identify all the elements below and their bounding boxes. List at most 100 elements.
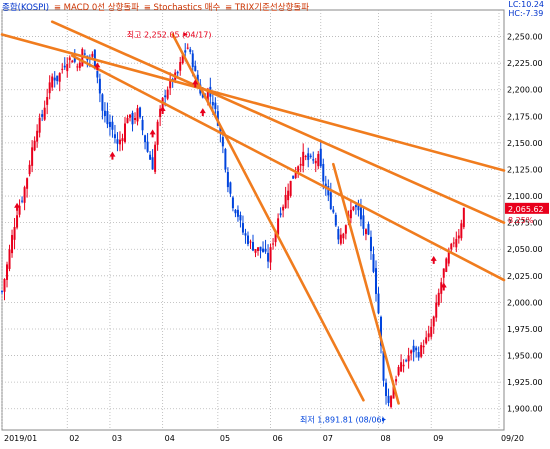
candle-body <box>312 159 315 161</box>
candle-body <box>249 241 252 243</box>
candle-body <box>176 71 179 74</box>
candle-body <box>139 107 142 118</box>
candle-body <box>299 163 302 166</box>
candle-body <box>354 205 357 208</box>
candle-body <box>412 345 415 353</box>
candle-body <box>334 214 337 226</box>
candle-body <box>146 141 149 152</box>
x-tick-label: 03 <box>112 434 122 443</box>
candle-body <box>96 70 99 78</box>
candle-body <box>13 227 16 240</box>
x-tick-label: 2019/01 <box>4 434 37 443</box>
candle-body <box>221 137 224 147</box>
candle-body <box>402 364 405 367</box>
candle-body <box>425 337 428 344</box>
candle-body <box>231 197 234 209</box>
buy-signal-arrow <box>199 108 206 117</box>
candle-body <box>427 333 430 338</box>
y-tick-label: 2,175.00 <box>507 112 543 121</box>
candle-body <box>297 166 300 174</box>
y-tick-label: 2,050.00 <box>507 245 543 254</box>
candle-body <box>267 252 270 262</box>
candle-body <box>327 186 330 196</box>
y-tick-label: 2,225.00 <box>507 59 543 68</box>
candle-body <box>432 316 435 327</box>
candle-body <box>26 178 29 189</box>
candle-body <box>48 82 51 94</box>
candle-body <box>382 350 385 381</box>
candle-body <box>3 278 6 292</box>
candle-body <box>8 249 11 269</box>
candle-body <box>442 268 445 278</box>
buy-signal-arrow <box>440 282 447 291</box>
y-tick-label: 2,150.00 <box>507 139 543 148</box>
candle-body <box>36 130 39 142</box>
candle-body <box>81 48 84 67</box>
candle-body <box>420 345 423 357</box>
candle-body <box>58 73 61 82</box>
candle-body <box>364 229 367 235</box>
candle-body <box>224 149 227 170</box>
candle-body <box>33 140 36 151</box>
candle-body <box>11 235 14 254</box>
candle-body <box>259 246 262 251</box>
candle-body <box>103 110 106 117</box>
candle-body <box>116 139 119 144</box>
candle-body <box>31 147 34 166</box>
candle-body <box>284 194 287 208</box>
candle-body <box>41 114 44 117</box>
candle-body <box>445 258 448 272</box>
candle-body <box>154 144 157 172</box>
buy-signal-arrow <box>159 105 166 114</box>
candle-body <box>282 206 285 211</box>
candle-body <box>71 60 74 63</box>
header-trix-signal: ≡ TRIX기준선상향돌파 <box>225 3 310 13</box>
trend-line <box>332 162 400 405</box>
candle-body <box>159 108 162 118</box>
candle-body <box>16 215 19 228</box>
candle-body <box>415 347 418 351</box>
candle-body <box>392 386 395 399</box>
y-tick-label: 2,000.00 <box>507 298 543 307</box>
candle-body <box>287 190 290 201</box>
high-annotation: 최고 2,252.05 (04/17) <box>127 29 212 39</box>
x-tick-label: 09 <box>433 434 443 443</box>
y-tick-label: 2,125.00 <box>507 165 543 174</box>
header-stochastics-signal: ≡ Stochastics 매수 <box>143 3 221 13</box>
buy-signal-arrow <box>430 255 437 264</box>
trend-line <box>50 20 506 224</box>
candle-body <box>43 107 46 120</box>
y-tick-label: 2,075.00 <box>507 219 543 228</box>
candle-body <box>66 64 69 72</box>
candle-body <box>254 249 257 253</box>
candle-body <box>374 268 377 294</box>
candle-body <box>344 225 347 234</box>
candle-body <box>206 88 209 103</box>
header-symbol: 종합(KOSPI) <box>2 3 50 13</box>
x-tick-label: 09/20 <box>501 434 524 443</box>
candle-body <box>83 53 86 55</box>
candle-body <box>23 187 26 203</box>
candle-body <box>63 65 66 68</box>
candle-body <box>106 111 109 125</box>
candle-body <box>76 66 79 68</box>
candle-body <box>38 117 41 133</box>
candle-body <box>319 148 322 167</box>
last-percent-label: 8.25% <box>508 216 534 225</box>
header-macd-signal: ≡ MACD 0선 상향돌파 <box>53 3 140 13</box>
candle-body <box>339 234 342 244</box>
buy-signal-arrow <box>192 79 199 88</box>
y-tick-label: 1,925.00 <box>507 378 543 387</box>
high-marker-arrow <box>183 32 188 37</box>
candle-body <box>28 164 31 175</box>
candle-body <box>236 209 239 217</box>
hc-readout: HC:-7.39 <box>508 9 544 18</box>
candle-body <box>385 382 388 397</box>
candle-body <box>342 233 345 239</box>
candle-body <box>269 247 272 263</box>
candle-body <box>317 153 320 167</box>
candle-body <box>294 172 297 178</box>
candle-body <box>18 205 21 215</box>
